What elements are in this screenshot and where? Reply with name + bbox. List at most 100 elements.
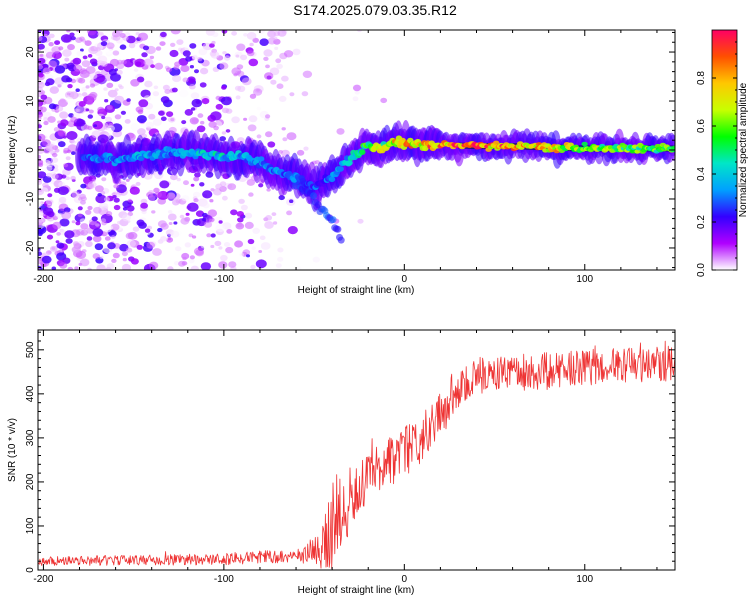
noise-speckle <box>125 247 133 253</box>
noise-speckle <box>211 31 219 38</box>
noise-speckle <box>263 49 273 57</box>
noise-speckle <box>95 113 106 122</box>
noise-speckle <box>234 240 244 248</box>
noise-speckle <box>228 261 237 268</box>
noise-speckle <box>38 43 45 50</box>
noise-speckle <box>236 211 244 217</box>
noise-speckle <box>43 33 48 37</box>
noise-speckle <box>158 110 165 116</box>
noise-speckle <box>218 261 228 269</box>
noise-speckle <box>185 212 190 216</box>
noise-speckle <box>137 32 149 41</box>
noise-speckle <box>97 55 108 64</box>
noise-speckle <box>249 42 254 47</box>
noise-speckle <box>76 119 86 127</box>
noise-speckle <box>240 54 248 61</box>
noise-speckle <box>170 42 176 48</box>
noise-speckle <box>176 39 184 45</box>
noise-speckle <box>38 211 43 217</box>
noise-speckle <box>72 140 77 144</box>
noise-speckle <box>42 182 49 188</box>
noise-speckle <box>170 174 178 181</box>
colorbar-ticks: 0.0 0.2 0.4 0.6 0.8 <box>696 41 737 277</box>
noise-speckle <box>243 117 248 121</box>
noise-speckle <box>296 149 305 156</box>
noise-speckle <box>182 50 191 57</box>
noise-speckle <box>181 195 190 202</box>
noise-speckle <box>215 103 223 110</box>
noise-speckle <box>116 69 123 75</box>
noise-speckle <box>248 115 258 123</box>
noise-speckle <box>215 95 221 101</box>
noise-speckle <box>94 243 104 251</box>
noise-speckle <box>79 193 86 200</box>
noise-speckle <box>80 223 89 230</box>
noise-speckle <box>312 256 320 263</box>
noise-speckle <box>255 259 267 269</box>
noise-speckle <box>102 122 109 128</box>
noise-speckle <box>231 67 242 76</box>
noise-speckle <box>85 240 93 248</box>
noise-speckle <box>240 204 248 211</box>
noise-speckle <box>38 171 47 179</box>
noise-speckle <box>92 228 104 237</box>
noise-speckle <box>126 98 131 102</box>
noise-speckle <box>152 118 162 126</box>
noise-speckle <box>200 242 209 249</box>
noise-speckle <box>265 114 271 119</box>
noise-speckle <box>79 258 90 267</box>
noise-speckle <box>199 82 207 88</box>
noise-speckle <box>352 96 359 102</box>
noise-speckle <box>119 85 124 90</box>
noise-speckle <box>214 240 222 247</box>
x-tick-label: -200 <box>33 574 53 585</box>
noise-speckle <box>270 79 277 85</box>
noise-speckle <box>264 72 274 80</box>
noise-speckle <box>172 74 182 83</box>
noise-speckle <box>273 221 278 225</box>
noise-speckle <box>130 258 139 265</box>
noise-speckle <box>84 40 92 46</box>
noise-speckle <box>58 141 66 148</box>
noise-speckle <box>54 148 60 153</box>
noise-speckle <box>220 254 228 262</box>
noise-speckle <box>210 244 215 249</box>
noise-speckle <box>73 242 81 248</box>
noise-speckle <box>237 217 244 223</box>
noise-speckle <box>45 165 53 172</box>
noise-speckle <box>113 184 119 189</box>
noise-speckle <box>108 68 117 76</box>
snr-xlabel: Height of straight line (km) <box>298 585 415 596</box>
spectrogram-ylabel: Frequency (Hz) <box>7 116 18 185</box>
noise-speckle <box>265 215 273 221</box>
noise-speckle <box>210 233 216 238</box>
branch-blob <box>337 236 345 244</box>
noise-speckle <box>275 58 282 64</box>
noise-speckle <box>160 236 167 242</box>
x-tick-label: 100 <box>576 574 593 585</box>
noise-speckle <box>119 33 126 38</box>
noise-speckle <box>140 202 149 209</box>
noise-speckle <box>199 182 205 187</box>
noise-speckle <box>92 120 103 130</box>
noise-speckle <box>160 116 167 122</box>
noise-speckle <box>41 255 52 264</box>
ridge-core <box>671 145 675 151</box>
noise-speckle <box>203 221 213 228</box>
y-tick-label: 100 <box>25 517 36 534</box>
noise-speckle <box>173 261 180 266</box>
noise-speckle <box>218 246 223 250</box>
noise-speckle <box>61 211 72 220</box>
noise-speckle <box>38 218 44 223</box>
colorbar-gradient <box>711 29 738 271</box>
noise-speckle <box>75 221 81 226</box>
noise-speckle <box>64 91 75 99</box>
y-tick-label: -10 <box>25 191 36 206</box>
noise-speckle <box>68 113 74 118</box>
noise-speckle <box>241 77 252 86</box>
noise-speckle <box>77 213 83 218</box>
noise-speckle <box>189 43 197 49</box>
noise-speckle <box>97 106 105 113</box>
noise-speckle <box>235 222 245 230</box>
snr-panel: -200 -100 0 100 0 100 200 300 400 500 Height of s… <box>7 329 676 596</box>
